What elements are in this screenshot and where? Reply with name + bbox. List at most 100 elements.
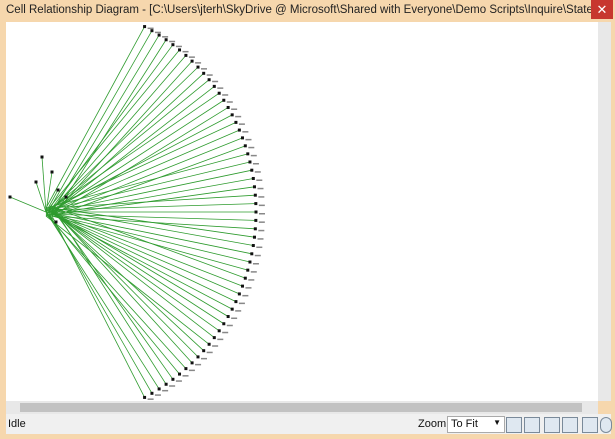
- edge: [9, 196, 47, 213]
- edge: [51, 207, 255, 238]
- edge: [54, 209, 254, 246]
- node-label: [254, 254, 261, 257]
- status-text: Idle: [8, 418, 26, 430]
- edge: [51, 203, 256, 211]
- scroll-thumb[interactable]: [20, 403, 582, 412]
- edge: [45, 207, 229, 317]
- edge: [51, 209, 199, 358]
- edge: [48, 73, 204, 217]
- window-title: Cell Relationship Diagram - [C:\Users\jt…: [6, 4, 591, 16]
- node: [237, 128, 241, 132]
- edge: [54, 207, 246, 279]
- node: [226, 315, 230, 319]
- node: [250, 252, 254, 256]
- node-label: [252, 162, 259, 165]
- node: [196, 65, 200, 69]
- edge: [54, 86, 215, 211]
- node: [251, 244, 255, 248]
- node-label: [257, 187, 264, 190]
- node-label: [182, 50, 189, 53]
- edge: [41, 156, 47, 213]
- node: [171, 43, 175, 47]
- edge: [45, 213, 187, 369]
- vertical-scrollbar[interactable]: [598, 22, 611, 401]
- node: [34, 180, 38, 184]
- node: [207, 342, 211, 346]
- edge: [48, 161, 251, 211]
- node-label: [162, 36, 169, 38]
- edge: [45, 196, 67, 213]
- edge: [48, 213, 251, 263]
- edge: [51, 213, 237, 302]
- node-label: [242, 294, 249, 297]
- node: [8, 195, 12, 199]
- edge: [54, 209, 167, 385]
- node: [230, 113, 234, 117]
- node: [164, 382, 168, 386]
- close-button[interactable]: ✕: [591, 0, 613, 19]
- toolbar-icon[interactable]: [582, 417, 598, 433]
- node-label: [222, 94, 229, 96]
- node-label: [217, 338, 224, 341]
- toolbar-icon[interactable]: [524, 417, 540, 433]
- node: [253, 227, 257, 231]
- node-label: [256, 179, 263, 181]
- node: [243, 276, 247, 280]
- toolbar-icon[interactable]: [544, 417, 560, 433]
- node-label: [238, 302, 245, 305]
- edge: [48, 194, 256, 209]
- node-label: [222, 331, 229, 334]
- node: [252, 185, 256, 189]
- toolbar-icon[interactable]: [562, 417, 578, 433]
- node-label: [231, 108, 238, 110]
- edge: [45, 209, 243, 287]
- zoom-label: Zoom:: [418, 418, 450, 430]
- edge: [54, 178, 254, 215]
- edge: [48, 30, 153, 211]
- node: [226, 105, 230, 109]
- node-label: [258, 229, 265, 232]
- node: [64, 195, 68, 199]
- diagram: [8, 25, 265, 400]
- edge: [48, 209, 225, 325]
- node: [253, 193, 257, 197]
- edge: [54, 213, 215, 338]
- node: [248, 260, 252, 264]
- node: [237, 292, 241, 296]
- node-label: [242, 131, 249, 133]
- node-label: [252, 263, 259, 265]
- node-label: [212, 80, 219, 83]
- node: [157, 387, 161, 391]
- node-label: [258, 204, 265, 207]
- node: [246, 268, 250, 272]
- node-label: [195, 62, 202, 64]
- node-label: [250, 271, 257, 273]
- edge: [45, 189, 59, 213]
- toolbar-icon[interactable]: [506, 417, 522, 433]
- node-label: [238, 123, 245, 125]
- node: [171, 377, 175, 381]
- node-label: [245, 138, 252, 141]
- node: [202, 349, 206, 353]
- node-label: [195, 363, 202, 366]
- horizontal-scrollbar[interactable]: [6, 401, 598, 414]
- edge: [45, 26, 145, 209]
- node-label: [235, 115, 242, 118]
- node-label: [188, 56, 195, 58]
- node: [240, 284, 244, 288]
- node: [150, 391, 154, 395]
- node: [56, 188, 60, 192]
- edge: [45, 213, 256, 221]
- node: [246, 152, 250, 156]
- node-label: [169, 40, 176, 43]
- edge: [35, 181, 47, 213]
- toolbar-icon[interactable]: [600, 417, 612, 433]
- edge: [45, 92, 220, 213]
- node: [40, 155, 44, 159]
- node: [178, 48, 182, 52]
- node-label: [231, 317, 238, 320]
- edge: [48, 211, 240, 295]
- node-label: [248, 279, 255, 281]
- zoom-dropdown[interactable]: To Fit ▼: [447, 416, 505, 433]
- node-label: [258, 196, 265, 198]
